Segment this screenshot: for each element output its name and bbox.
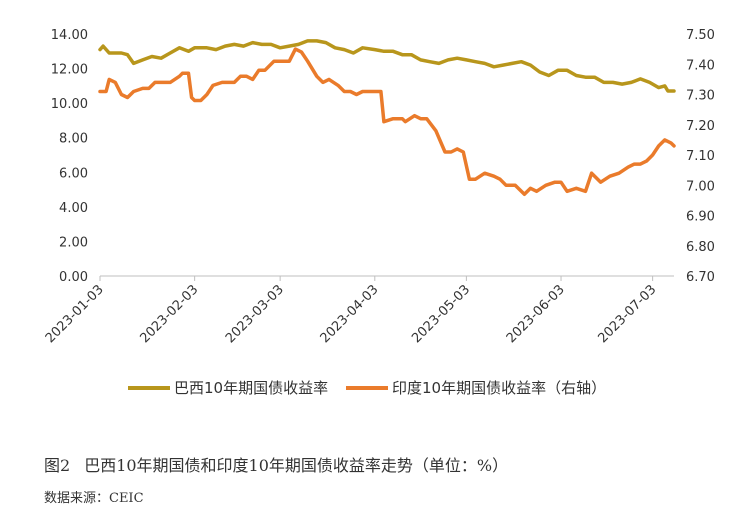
x-tick-label: 2023-03-03 (223, 282, 287, 346)
series-layer (98, 39, 676, 197)
x-tick-label: 2023-07-03 (595, 282, 659, 346)
data-source: 数据来源：CEIC (44, 491, 144, 506)
right-tick-label: 7.10 (686, 149, 715, 164)
dual-axis-line-chart: 0.00 2.00 4.00 6.00 8.00 10.00 12.00 14.00 6.70… (43, 28, 715, 397)
right-tick-label: 7.20 (686, 119, 715, 134)
left-tick-label: 10.00 (51, 97, 88, 112)
left-tick-label: 8.00 (59, 132, 88, 147)
legend-label: 印度10年期国债收益率（右轴） (392, 379, 606, 397)
right-tick-label: 6.70 (686, 270, 715, 285)
figure-number: 图2 (44, 456, 71, 475)
x-tick-label: 2023-05-03 (409, 282, 473, 346)
right-tick-label: 7.30 (686, 89, 715, 104)
right-tick-label: 7.50 (686, 28, 715, 43)
left-tick-label: 12.00 (51, 63, 88, 78)
x-axis-ticks: 2023-01-03 2023-02-03 2023-03-03 2023-04-03… (43, 276, 659, 346)
right-tick-label: 6.80 (686, 240, 715, 255)
x-tick-label: 2023-04-03 (318, 282, 382, 346)
brazil-yield-line (98, 39, 676, 93)
figure-title: 巴西10年期国债和印度10年期国债收益率走势（单位：%） (84, 456, 509, 475)
x-tick-label: 2023-06-03 (504, 282, 568, 346)
left-tick-label: 4.00 (59, 201, 88, 216)
india-yield-line (98, 47, 676, 197)
x-tick-label: 2023-01-03 (43, 282, 107, 346)
right-axis-ticks: 6.70 6.80 6.90 7.00 7.10 7.20 7.30 7.40 7.50 (686, 28, 715, 285)
left-tick-label: 2.00 (59, 235, 88, 250)
right-tick-label: 7.40 (686, 58, 715, 73)
x-tick-label: 2023-02-03 (137, 282, 201, 346)
left-tick-label: 0.00 (59, 270, 88, 285)
legend: 巴西10年期国债收益率 印度10年期国债收益率（右轴） (128, 379, 606, 397)
legend-label: 巴西10年期国债收益率 (174, 379, 328, 397)
right-tick-label: 7.00 (686, 179, 715, 194)
left-tick-label: 6.00 (59, 166, 88, 181)
left-axis-ticks: 0.00 2.00 4.00 6.00 8.00 10.00 12.00 14.00 (51, 28, 88, 285)
right-tick-label: 6.90 (686, 210, 715, 225)
figure-caption: 图2 巴西10年期国债和印度10年期国债收益率走势（单位：%） (44, 452, 508, 476)
left-tick-label: 14.00 (51, 28, 88, 43)
